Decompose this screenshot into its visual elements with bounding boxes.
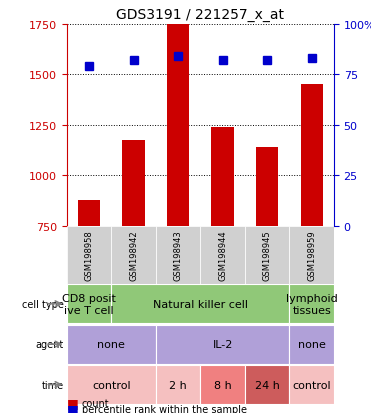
- FancyBboxPatch shape: [245, 226, 289, 284]
- Text: IL-2: IL-2: [213, 339, 233, 349]
- Text: agent: agent: [36, 339, 64, 349]
- Text: cell type: cell type: [22, 299, 64, 309]
- FancyBboxPatch shape: [67, 226, 111, 284]
- Text: ■: ■: [67, 396, 79, 409]
- Title: GDS3191 / 221257_x_at: GDS3191 / 221257_x_at: [116, 8, 284, 22]
- FancyBboxPatch shape: [67, 325, 156, 363]
- Text: 8 h: 8 h: [214, 380, 232, 389]
- FancyBboxPatch shape: [67, 285, 111, 323]
- FancyBboxPatch shape: [67, 365, 156, 404]
- Text: GSM198942: GSM198942: [129, 230, 138, 280]
- Text: none: none: [298, 339, 326, 349]
- Bar: [301, 85, 323, 226]
- Text: GSM198943: GSM198943: [174, 230, 183, 280]
- Text: GSM198958: GSM198958: [85, 230, 93, 280]
- Bar: [122, 141, 145, 226]
- FancyBboxPatch shape: [289, 365, 334, 404]
- FancyBboxPatch shape: [289, 226, 334, 284]
- Text: CD8 posit
ive T cell: CD8 posit ive T cell: [62, 293, 116, 315]
- Bar: [167, 25, 189, 226]
- FancyBboxPatch shape: [111, 226, 156, 284]
- Text: lymphoid
tissues: lymphoid tissues: [286, 293, 338, 315]
- Bar: [211, 128, 234, 226]
- Bar: [78, 200, 100, 226]
- Text: control: control: [92, 380, 131, 389]
- Bar: [256, 148, 278, 226]
- Text: none: none: [97, 339, 125, 349]
- Text: count: count: [82, 398, 109, 408]
- FancyBboxPatch shape: [200, 365, 245, 404]
- Text: control: control: [292, 380, 331, 389]
- Text: Natural killer cell: Natural killer cell: [153, 299, 248, 309]
- FancyBboxPatch shape: [245, 365, 289, 404]
- Text: 24 h: 24 h: [255, 380, 280, 389]
- FancyBboxPatch shape: [156, 325, 289, 363]
- FancyBboxPatch shape: [156, 365, 200, 404]
- Text: GSM198945: GSM198945: [263, 230, 272, 280]
- FancyBboxPatch shape: [289, 325, 334, 363]
- Text: percentile rank within the sample: percentile rank within the sample: [82, 404, 247, 413]
- FancyBboxPatch shape: [200, 226, 245, 284]
- Text: GSM198944: GSM198944: [218, 230, 227, 280]
- FancyBboxPatch shape: [289, 285, 334, 323]
- FancyBboxPatch shape: [111, 285, 289, 323]
- Text: GSM198959: GSM198959: [307, 230, 316, 280]
- Text: 2 h: 2 h: [169, 380, 187, 389]
- Text: ■: ■: [67, 402, 79, 413]
- FancyBboxPatch shape: [156, 226, 200, 284]
- Text: time: time: [42, 380, 64, 389]
